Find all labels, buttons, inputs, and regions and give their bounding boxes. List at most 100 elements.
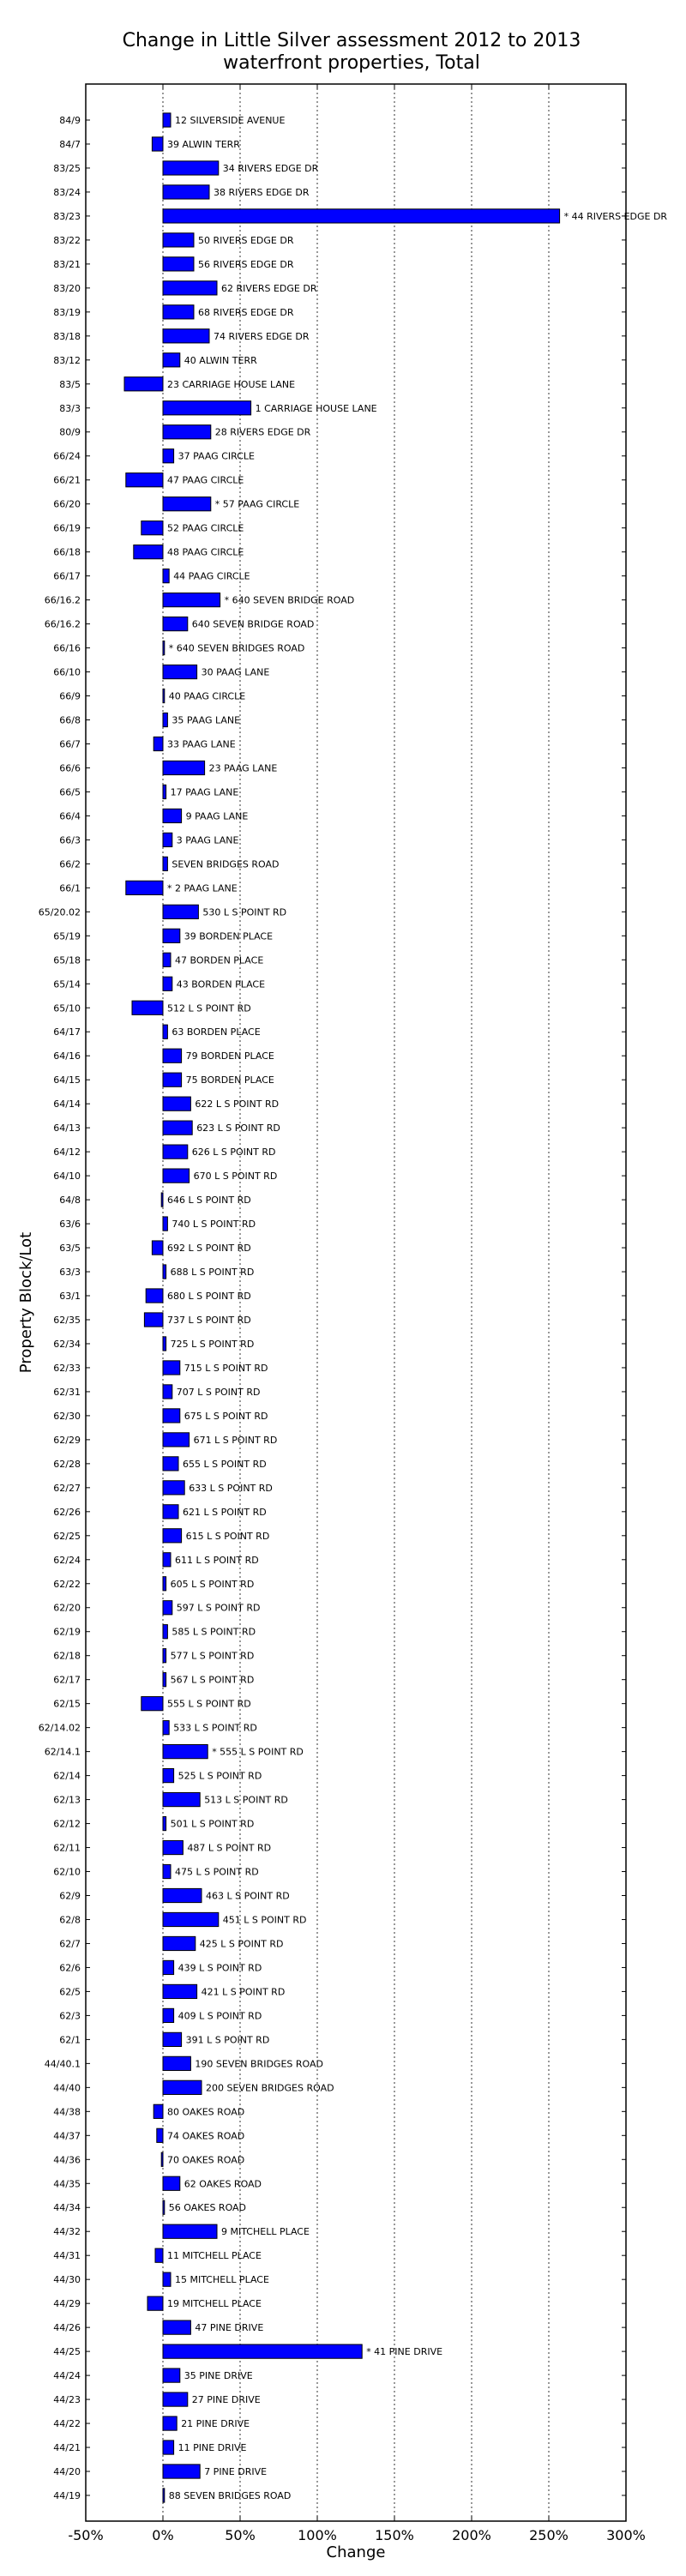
x-tick-label: 100%: [298, 2527, 337, 2543]
bar: [162, 1767, 175, 1784]
bar-data-label: 655 L S POINT RD: [183, 1459, 267, 1470]
bar: [162, 1552, 172, 1568]
y-tick-label: 83/5: [59, 379, 81, 390]
bar: [145, 1288, 164, 1303]
bar: [162, 928, 181, 943]
bar-data-label: 39 ALWIN TERR: [167, 139, 240, 150]
bar-data-label: 737 L S POINT RD: [167, 1315, 251, 1326]
bar-data-label: 38 RIVERS EDGE DR: [214, 187, 310, 198]
bar: [151, 1240, 164, 1255]
bar-data-label: 725 L S POINT RD: [171, 1339, 255, 1350]
bar-data-label: 611 L S POINT RD: [175, 1555, 259, 1566]
y-tick-label: 44/35: [53, 2178, 81, 2189]
bar: [162, 1791, 201, 1808]
bar-data-label: 633 L S POINT RD: [189, 1483, 273, 1494]
bar: [151, 136, 164, 152]
bar: [147, 2296, 164, 2311]
x-tick-label: 50%: [225, 2527, 256, 2543]
bar-data-label: 80 OAKES ROAD: [167, 2106, 244, 2117]
bar: [162, 1336, 167, 1351]
y-tick-label: 62/15: [53, 1699, 81, 1710]
bar-data-label: 56 RIVERS EDGE DR: [198, 259, 294, 270]
y-tick-label: 66/8: [59, 714, 81, 725]
bar: [162, 1408, 181, 1423]
bar: [162, 1120, 193, 1135]
x-tick-label: 200%: [452, 2527, 491, 2543]
y-tick-label: 83/21: [53, 259, 81, 270]
bar-data-label: 11 PINE DRIVE: [178, 2442, 247, 2453]
bar-data-label: 33 PAAG LANE: [167, 738, 236, 749]
y-tick-label: 44/22: [53, 2418, 81, 2429]
y-tick-label: 66/9: [59, 691, 81, 702]
bar: [162, 1839, 184, 1856]
bar: [162, 1384, 173, 1399]
bar-data-label: 715 L S POINT RD: [184, 1363, 268, 1374]
y-tick-label: 62/18: [53, 1651, 81, 1662]
bar-data-label: 707 L S POINT RD: [177, 1387, 261, 1398]
bar-data-label: 1 CARRIAGE HOUSE LANE: [256, 403, 377, 414]
y-tick-label: 44/36: [53, 2154, 81, 2165]
bar: [153, 736, 164, 752]
bar-data-label: 50 RIVERS EDGE DR: [198, 235, 294, 246]
y-tick-label: 83/24: [53, 187, 81, 198]
bar: [162, 1360, 181, 1375]
bar: [162, 1959, 175, 1976]
y-tick-label: 44/21: [53, 2442, 81, 2453]
y-tick-label: 62/28: [53, 1459, 81, 1470]
y-tick-label: 83/12: [53, 355, 81, 366]
bar-data-label: 39 BORDEN PLACE: [184, 930, 273, 942]
y-tick-label: 62/7: [59, 1938, 81, 1949]
chart-title-line-2: waterfront properties, Total: [223, 52, 480, 74]
bar: [162, 1048, 183, 1063]
bar: [162, 1887, 202, 1904]
bar: [156, 2128, 164, 2143]
bar: [162, 2368, 181, 2383]
bar: [162, 2344, 363, 2359]
chart-title-line-1: Change in Little Silver assessment 2012 …: [123, 30, 581, 51]
y-tick-label: 83/20: [53, 283, 81, 294]
bar-data-label: 567 L S POINT RD: [171, 1675, 255, 1686]
y-tick-label: 62/26: [53, 1507, 81, 1518]
y-tick-label: 44/38: [53, 2106, 81, 2117]
bar-data-label: 15 MITCHELL PLACE: [175, 2274, 269, 2285]
bar-data-label: 487 L S POINT RD: [187, 1843, 271, 1854]
bar-data-label: 40 ALWIN TERR: [184, 355, 257, 366]
bar: [162, 2416, 178, 2431]
bar: [162, 1072, 183, 1087]
bar: [162, 832, 173, 848]
bar-data-label: 646 L S POINT RD: [167, 1195, 251, 1206]
bar-data-label: 640 SEVEN BRIDGE ROAD: [192, 619, 315, 630]
bar-data-label: 439 L S POINT RD: [178, 1962, 262, 1973]
bar: [162, 1648, 167, 1664]
bar-data-label: 675 L S POINT RD: [184, 1411, 268, 1422]
bar-data-label: 190 SEVEN BRIDGES ROAD: [195, 2058, 323, 2069]
bar: [162, 664, 198, 680]
bar-data-label: 74 OAKES ROAD: [167, 2130, 244, 2141]
bar-data-label: 680 L S POINT RD: [167, 1291, 251, 1302]
y-tick-label: 62/27: [53, 1483, 81, 1494]
bar: [162, 256, 195, 272]
y-tick-label: 62/33: [53, 1363, 81, 1374]
bar-data-label: * 44 RIVERS EDGE DR: [564, 211, 668, 222]
bar-data-label: 74 RIVERS EDGE DR: [214, 331, 310, 342]
bar-data-label: SEVEN BRIDGES ROAD: [172, 858, 279, 870]
bar-data-label: 615 L S POINT RD: [186, 1531, 270, 1542]
bar-data-label: * 640 SEVEN BRIDGES ROAD: [169, 643, 305, 654]
y-tick-label: 83/22: [53, 235, 81, 246]
y-tick-label: 44/34: [53, 2202, 81, 2213]
bar: [162, 1863, 172, 1880]
bar: [162, 280, 218, 296]
bar: [162, 1983, 198, 2000]
bar: [162, 352, 181, 368]
bar: [162, 904, 199, 919]
bar-data-label: 425 L S POINT RD: [200, 1938, 284, 1949]
bar: [162, 160, 220, 176]
y-tick-label: 62/25: [53, 1531, 81, 1542]
bar-data-label: 463 L S POINT RD: [206, 1891, 290, 1902]
bar: [162, 712, 168, 728]
y-tick-label: 62/1: [59, 2034, 81, 2045]
bar-data-label: 19 MITCHELL PLACE: [167, 2298, 262, 2309]
y-tick-label: 64/12: [53, 1147, 81, 1158]
y-tick-label: 64/16: [53, 1050, 81, 1062]
